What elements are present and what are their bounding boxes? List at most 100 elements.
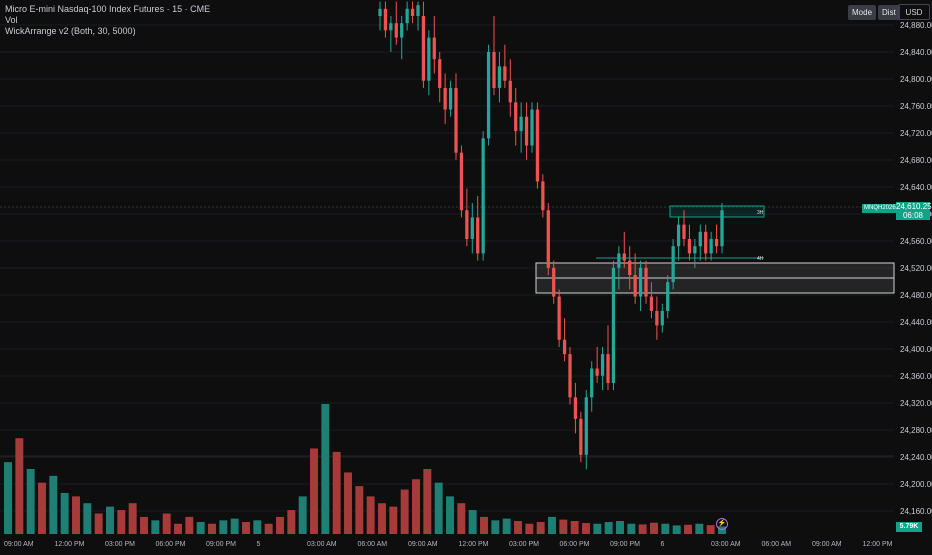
- candle-body: [514, 102, 518, 132]
- volume-bar: [684, 524, 692, 534]
- candle-body: [438, 59, 442, 88]
- price-scale-label: 24,240.00: [900, 453, 932, 462]
- candle-body: [600, 354, 605, 376]
- price-scale-label: 24,560.00: [900, 237, 932, 246]
- volume-bar: [695, 523, 704, 534]
- lightning-icon[interactable]: ⚡: [716, 518, 728, 530]
- legend-indicator[interactable]: WickArrange v2 (Both, 30, 5000): [5, 26, 136, 36]
- volume-bar: [525, 523, 534, 534]
- candle-body: [687, 239, 692, 254]
- volume-bar: [446, 496, 454, 534]
- candle-body: [383, 8, 388, 31]
- volume-bar: [15, 438, 24, 534]
- candle-body: [633, 275, 637, 297]
- candle-body: [486, 51, 491, 139]
- price-scale-label: 24,640.00: [900, 183, 932, 192]
- volume-bar: [434, 482, 443, 534]
- candle-body: [666, 282, 670, 311]
- time-axis-label: 03:00 AM: [711, 541, 741, 548]
- volume-bar: [661, 523, 670, 534]
- candle-body: [405, 8, 409, 24]
- candle-body: [454, 87, 458, 153]
- candle-body: [584, 397, 588, 455]
- volume-bar: [242, 522, 250, 534]
- dist-button[interactable]: Dist: [878, 5, 900, 20]
- volume-bar: [423, 469, 432, 534]
- volume-bar: [627, 523, 636, 534]
- volume-bar: [174, 523, 182, 534]
- candle-body: [546, 210, 550, 268]
- volume-bar: [480, 516, 488, 534]
- time-axis-label: 03:00 AM: [307, 541, 337, 548]
- price-scale-label: 24,320.00: [900, 399, 932, 408]
- volume-bar: [26, 469, 35, 534]
- volume-bar: [706, 525, 715, 534]
- volume-bar: [310, 448, 318, 534]
- candle-body: [660, 310, 664, 326]
- volume-bar: [616, 521, 624, 534]
- price-scale-label: 24,400.00: [900, 345, 932, 354]
- candle-body: [432, 37, 436, 60]
- time-axis-label: 06:00 PM: [560, 541, 590, 548]
- volume-bar: [287, 510, 296, 534]
- candle-body: [655, 310, 659, 326]
- volume-bar: [355, 486, 364, 534]
- current-price: 24,610.25: [896, 202, 932, 211]
- candle-body: [709, 239, 713, 254]
- mode-button[interactable]: Mode: [848, 5, 877, 20]
- zone-box-3h: [669, 205, 765, 218]
- candle-body: [649, 296, 654, 311]
- time-axis-label: 03:00 PM: [509, 541, 539, 548]
- bar-countdown: 06:08: [902, 211, 924, 220]
- volume-bar: [412, 479, 420, 534]
- price-scale-label: 24,720.00: [900, 129, 932, 138]
- time-axis-label: 09:00 PM: [610, 541, 640, 548]
- zone-label-4h: 4H: [757, 256, 764, 262]
- candle-body: [481, 138, 485, 254]
- volume-bar: [366, 496, 375, 534]
- price-scale-label: 24,360.00: [900, 372, 932, 381]
- volume-bar: [276, 516, 284, 534]
- time-axis-label: 12:00 PM: [863, 541, 893, 548]
- price-scale-label: 24,760.00: [900, 102, 932, 111]
- volume-bar: [491, 520, 500, 534]
- candle-body: [535, 109, 540, 182]
- candle-body: [568, 354, 572, 398]
- candle-body: [622, 253, 626, 261]
- currency-button[interactable]: USD: [898, 4, 930, 20]
- volume-bar: [106, 506, 114, 534]
- time-axis-label: 09:00 AM: [812, 541, 842, 548]
- candle-body: [562, 339, 567, 355]
- volume-bar: [162, 513, 171, 534]
- zone-label-3h: 3H: [757, 210, 764, 216]
- price-scale-label: 24,160.00: [900, 507, 932, 516]
- volume-bar: [140, 516, 148, 534]
- price-scale-label: 24,280.00: [900, 426, 932, 435]
- candle-body: [448, 87, 453, 110]
- volume-bar: [502, 518, 511, 534]
- volume-bar: [128, 503, 137, 534]
- volume-bar: [253, 520, 262, 534]
- candle-body: [416, 5, 420, 16]
- candle-body: [671, 246, 675, 283]
- candle-body: [590, 368, 594, 398]
- price-scale-label: 24,680.00: [900, 156, 932, 165]
- volume-bar: [582, 523, 590, 534]
- volume-bar: [514, 521, 522, 534]
- candle-body: [389, 23, 393, 31]
- candle-body: [698, 231, 702, 247]
- volume-bar: [548, 516, 556, 534]
- volume-bar: [638, 524, 647, 534]
- candle-body: [443, 87, 447, 110]
- legend-vol: Vol: [5, 15, 18, 25]
- volume-bar: [83, 503, 92, 534]
- candle-body: [628, 260, 632, 275]
- candle-body: [579, 418, 583, 455]
- candle-body: [530, 109, 534, 146]
- volume-bar: [94, 513, 103, 534]
- volume-bar: [400, 489, 409, 534]
- candle-body: [508, 80, 512, 103]
- volume-bar: [536, 522, 545, 534]
